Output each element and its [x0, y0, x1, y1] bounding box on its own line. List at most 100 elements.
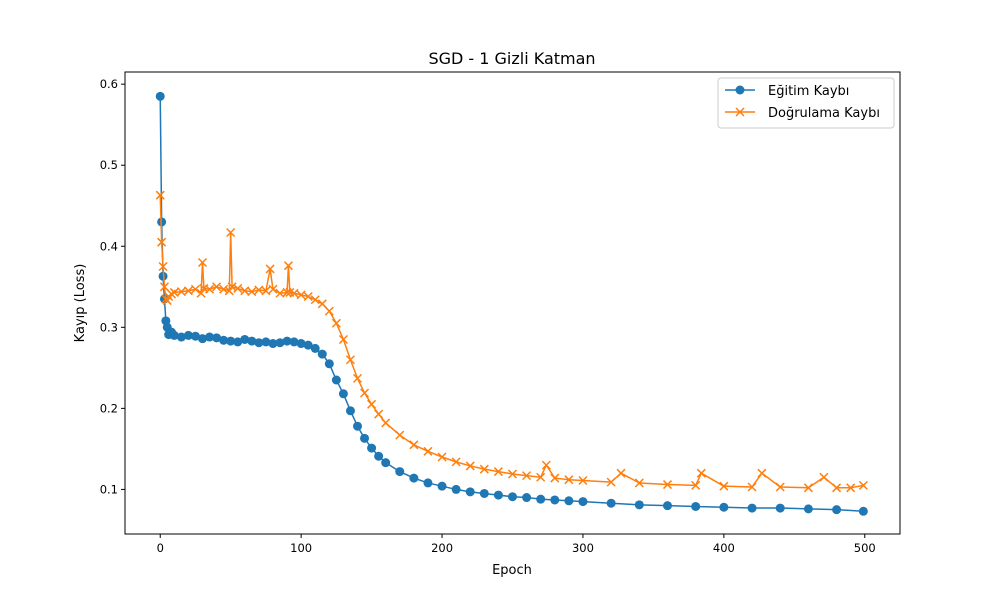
data-point-egitim-kaybi — [775, 503, 785, 513]
legend-marker-egitim — [735, 85, 745, 95]
data-point-dogrulama-kaybi — [381, 418, 391, 428]
data-point-dogrulama-kaybi — [205, 284, 215, 294]
data-point-dogrulama-kaybi — [465, 461, 475, 471]
data-point-egitim-kaybi — [310, 343, 320, 353]
data-point-dogrulama-kaybi — [374, 409, 384, 419]
y-axis-label: Kayıp (Loss) — [73, 264, 88, 343]
data-point-egitim-kaybi — [289, 337, 299, 347]
data-point-egitim-kaybi — [606, 498, 616, 508]
data-point-dogrulama-kaybi — [696, 468, 706, 478]
data-point-egitim-kaybi — [261, 337, 271, 347]
data-point-egitim-kaybi — [550, 495, 560, 505]
data-point-dogrulama-kaybi — [183, 286, 193, 296]
data-point-egitim-kaybi — [381, 458, 391, 468]
data-point-egitim-kaybi — [451, 484, 461, 494]
data-point-dogrulama-kaybi — [224, 286, 234, 296]
data-point-egitim-kaybi — [691, 501, 701, 511]
legend-label-dogrulama: Doğrulama Kaybı — [768, 106, 880, 121]
data-point-egitim-kaybi — [536, 494, 546, 504]
data-point-dogrulama-kaybi — [265, 264, 275, 274]
data-point-egitim-kaybi — [409, 473, 419, 483]
data-point-egitim-kaybi — [324, 359, 334, 369]
x-tick-label: 300 — [572, 541, 594, 555]
data-point-dogrulama-kaybi — [550, 473, 560, 483]
plot-frame — [124, 71, 901, 535]
data-point-dogrulama-kaybi — [423, 446, 433, 456]
data-point-egitim-kaybi — [254, 338, 264, 348]
data-point-egitim-kaybi — [212, 333, 222, 343]
data-point-dogrulama-kaybi — [233, 283, 243, 293]
y-tick-label: 0.6 — [100, 77, 118, 91]
data-point-egitim-kaybi — [719, 502, 729, 512]
y-tick-label: 0.4 — [100, 239, 118, 253]
data-point-dogrulama-kaybi — [578, 475, 588, 486]
data-point-egitim-kaybi — [522, 493, 532, 503]
data-point-dogrulama-kaybi — [360, 388, 370, 398]
data-point-dogrulama-kaybi — [819, 472, 829, 482]
data-point-dogrulama-kaybi — [395, 430, 405, 440]
series-line-dogrulama-kaybi — [159, 195, 864, 489]
data-point-dogrulama-kaybi — [345, 355, 355, 365]
x-axis-label: Epoch — [492, 563, 532, 578]
data-point-egitim-kaybi — [493, 490, 503, 500]
x-tick-label: 400 — [713, 541, 735, 555]
legend-marker-dogrulama — [735, 107, 745, 117]
data-point-dogrulama-kaybi — [310, 295, 320, 305]
data-point-dogrulama-kaybi — [803, 483, 813, 493]
data-point-dogrulama-kaybi — [616, 468, 626, 478]
data-point-dogrulama-kaybi — [479, 464, 489, 474]
data-point-dogrulama-kaybi — [157, 237, 167, 247]
data-point-egitim-kaybi — [198, 334, 207, 344]
y-tick-label: 0.1 — [100, 482, 118, 496]
data-point-dogrulama-kaybi — [226, 227, 236, 238]
data-point-dogrulama-kaybi — [317, 299, 327, 309]
data-point-dogrulama-kaybi — [832, 483, 842, 493]
data-point-dogrulama-kaybi — [367, 399, 377, 409]
data-point-egitim-kaybi — [205, 332, 215, 342]
data-point-dogrulama-kaybi — [261, 286, 271, 296]
data-point-dogrulama-kaybi — [197, 257, 208, 268]
data-point-dogrulama-kaybi — [196, 288, 206, 298]
data-point-egitim-kaybi — [353, 421, 362, 431]
data-point-dogrulama-kaybi — [155, 190, 165, 200]
series-layer — [155, 91, 868, 516]
data-point-egitim-kaybi — [437, 481, 447, 491]
data-point-dogrulama-kaybi — [564, 475, 574, 485]
data-point-egitim-kaybi — [268, 339, 278, 349]
data-point-egitim-kaybi — [240, 334, 250, 344]
data-point-egitim-kaybi — [634, 500, 644, 510]
data-point-egitim-kaybi — [338, 389, 348, 399]
data-point-egitim-kaybi — [282, 336, 292, 346]
data-point-dogrulama-kaybi — [691, 480, 701, 490]
chart-title: SGD - 1 Gizli Katman — [428, 49, 595, 68]
data-point-egitim-kaybi — [858, 506, 868, 516]
data-point-dogrulama-kaybi — [606, 477, 616, 487]
data-point-egitim-kaybi — [508, 492, 517, 502]
data-point-dogrulama-kaybi — [352, 373, 363, 383]
data-point-egitim-kaybi — [423, 478, 433, 488]
data-point-dogrulama-kaybi — [331, 318, 341, 328]
data-point-dogrulama-kaybi — [212, 282, 222, 292]
data-point-dogrulama-kaybi — [303, 291, 313, 302]
data-point-egitim-kaybi — [169, 330, 179, 340]
data-point-dogrulama-kaybi — [719, 481, 729, 491]
data-point-egitim-kaybi — [747, 503, 757, 513]
y-tick-label: 0.3 — [100, 320, 118, 334]
data-point-dogrulama-kaybi — [858, 480, 868, 490]
data-point-dogrulama-kaybi — [522, 471, 532, 481]
data-point-dogrulama-kaybi — [324, 306, 334, 316]
x-tick-label: 500 — [854, 541, 876, 555]
x-axis-ticks: 0 100 200 300 400 500 — [157, 534, 876, 555]
data-point-egitim-kaybi — [345, 406, 355, 416]
data-point-dogrulama-kaybi — [662, 480, 673, 490]
data-point-dogrulama-kaybi — [846, 483, 856, 493]
data-point-egitim-kaybi — [247, 336, 257, 346]
data-point-egitim-kaybi — [803, 504, 813, 514]
legend-frame — [717, 77, 895, 129]
data-point-dogrulama-kaybi — [158, 261, 168, 272]
data-point-egitim-kaybi — [176, 332, 186, 342]
data-point-egitim-kaybi — [578, 497, 588, 507]
data-point-egitim-kaybi — [183, 330, 193, 340]
